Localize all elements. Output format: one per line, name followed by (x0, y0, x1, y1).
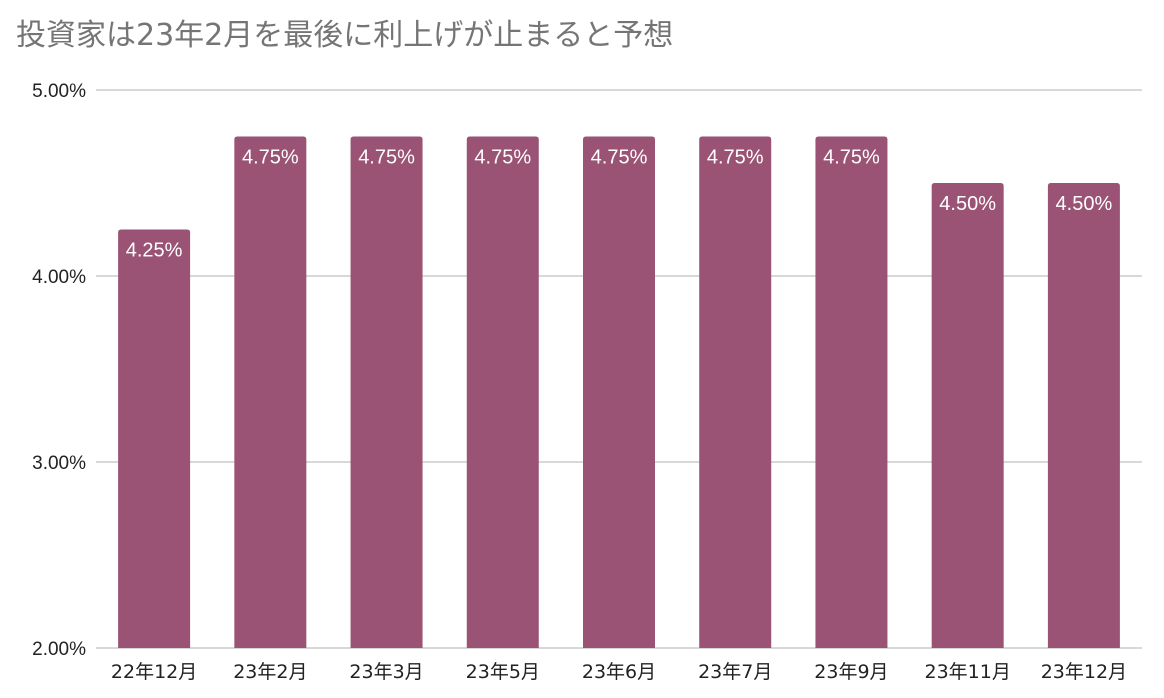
bar (815, 136, 888, 648)
bar (931, 183, 1004, 648)
bar (583, 136, 655, 648)
bars (118, 136, 1120, 648)
bar (1047, 183, 1120, 648)
y-tick-label: 3.00% (32, 453, 86, 474)
bar (466, 136, 539, 648)
x-tick-label: 23年7月 (698, 661, 772, 683)
y-tick-label: 4.00% (32, 267, 86, 288)
x-tick-label: 23年3月 (349, 661, 423, 683)
data-label: 4.50% (939, 193, 996, 215)
data-label: 4.75% (242, 147, 299, 169)
data-label: 4.75% (823, 147, 880, 169)
y-axis-ticks: 2.00% 3.00% 4.00% 5.00% (32, 81, 86, 660)
y-tick-label: 5.00% (32, 81, 86, 102)
bar (234, 136, 307, 648)
data-label: 4.75% (358, 147, 415, 169)
x-tick-label: 23年2月 (233, 661, 307, 683)
x-tick-label: 22年12月 (111, 661, 197, 683)
data-labels: 4.25% 4.75% 4.75% 4.75% 4.75% 4.75% 4.75% 4.50%… (126, 147, 1113, 262)
chart-title: 投資家は23年2月を最後に利上げが止まると予想 (16, 18, 674, 53)
y-tick-label: 2.00% (32, 639, 86, 660)
bar (699, 136, 772, 648)
x-tick-label: 23年6月 (582, 661, 656, 683)
bar (350, 136, 423, 648)
x-tick-label: 23年12月 (1041, 661, 1127, 683)
data-label: 4.50% (1056, 193, 1113, 215)
x-tick-label: 23年11月 (924, 661, 1010, 683)
data-label: 4.75% (707, 147, 764, 169)
data-label: 4.75% (474, 147, 531, 169)
x-axis-ticks: 22年12月 23年2月 23年3月 23年5月 23年6月 23年7月 23年9月 23年1… (111, 661, 1127, 683)
x-tick-label: 23年9月 (814, 661, 888, 683)
x-tick-label: 23年5月 (466, 661, 540, 683)
bar (118, 229, 191, 648)
data-label: 4.75% (591, 147, 648, 169)
data-label: 4.25% (126, 240, 183, 262)
